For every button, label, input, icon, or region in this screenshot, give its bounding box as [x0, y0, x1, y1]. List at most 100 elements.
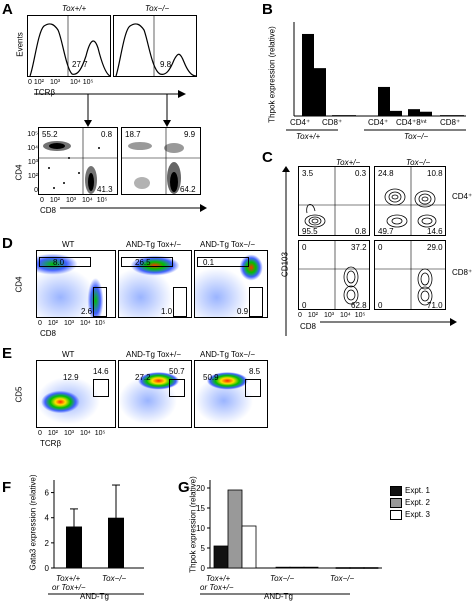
e1-gate-right [93, 379, 109, 397]
dot-yticks: 10⁵ 10⁴ 10³ 10² 0 [24, 128, 38, 198]
b-bar-s1-0 [314, 68, 326, 116]
e-xlabel: TCRβ [40, 439, 62, 448]
c-plot-4: 0 29.0 0 71.0 [374, 240, 446, 310]
d2-bottom: 1.0 [161, 307, 173, 316]
d-header-1: AND-Tg Tox+/− [126, 240, 181, 249]
hist-xtick-1: 10² [33, 79, 44, 86]
d-ylabel: CD4 [14, 276, 24, 293]
c-plot-3: 0 37.2 0 62.8 [298, 240, 370, 310]
f-bar-0-l1: Tox+/+ [56, 574, 81, 583]
g-ytick-4: 20 [196, 484, 205, 493]
f-footer: AND-Tg [80, 592, 109, 601]
b-genotype-0: Tox+/+ [296, 132, 321, 141]
d-xtick-3: 10⁴ [80, 320, 91, 327]
panel-label-f: F [2, 479, 12, 496]
c-plot-2-contour [375, 167, 445, 235]
hist-xtick-3: 10⁴ [70, 79, 81, 86]
c-xtick-3: 10⁴ [340, 312, 351, 319]
e3-left: 50.9 [203, 373, 219, 382]
g-legend-swatch-2 [390, 510, 402, 520]
g-legend-swatch-1 [390, 498, 402, 508]
hist-xtick-2: 10³ [49, 79, 61, 86]
b-group-2: CD4⁺ [368, 118, 389, 127]
c-plot-1-contour [299, 167, 369, 235]
e-plot-2: 27.2 50.7 [118, 360, 192, 428]
c-y-arrow [282, 166, 290, 336]
b-bar-s1-3 [420, 111, 432, 116]
dot-1-q1: 55.2 [42, 130, 58, 139]
dot-xtick-0: 0 [40, 197, 44, 204]
c1-q1: 0.3 [355, 169, 367, 178]
b-bar-s0-2 [378, 86, 390, 116]
hist-xlabel: TCRβ [34, 88, 56, 97]
dot-xticks: 0 10² 10³ 10⁴ 10⁵ [40, 197, 120, 205]
hist-ylabel: Events [15, 32, 25, 57]
hist-xtick-4: 10⁵ [82, 79, 94, 86]
b-bar-s0-1 [332, 115, 344, 116]
hist-genotype-2: Tox−/− [145, 4, 170, 13]
c-plot-4-contour [375, 241, 445, 309]
g-bar-s1-2 [349, 567, 365, 569]
e-header-0: WT [62, 350, 75, 359]
e-ylabel: CD5 [14, 386, 24, 403]
d-plot-3: 0.1 0.9 [194, 250, 268, 318]
dotplot-2-dots [122, 128, 200, 194]
c1-q3: 0.8 [355, 227, 367, 236]
b-bar-s0-3 [408, 109, 420, 116]
d2-top: 26.5 [135, 258, 151, 267]
c1-q2: 95.5 [302, 227, 318, 236]
histogram-1: 27.7 [27, 15, 111, 77]
c1-q0: 3.5 [302, 169, 314, 178]
b-group-0: CD4⁺ [290, 118, 311, 127]
dot-2-q4: 64.2 [180, 185, 196, 194]
c-xtick-4: 10⁵ [354, 312, 366, 319]
g-legend-label-1: Expt. 2 [405, 498, 430, 508]
d3-top: 0.1 [203, 258, 215, 267]
d-xtick-2: 10³ [63, 320, 75, 327]
c4-q2: 0 [378, 301, 383, 310]
e2-left: 27.2 [135, 373, 151, 382]
g-group-0-l2: or Tox+/− [200, 583, 234, 592]
c-genotype-0: Tox+/− [336, 158, 361, 167]
g-bar-s2-2 [363, 567, 379, 569]
c3-q0: 0 [302, 243, 307, 252]
c2-q1: 10.8 [427, 169, 443, 178]
f-bar-0-l2: or Tox+/− [52, 583, 86, 592]
dot-xtick-3: 10⁴ [82, 197, 93, 204]
c-x-arrow [320, 318, 457, 326]
f-ytick-1: 2 [45, 539, 50, 548]
c-xlabel: CD8 [300, 322, 317, 331]
e1-left: 12.9 [63, 373, 79, 382]
c-row-1: CD8⁺ [452, 268, 473, 277]
c-xticks: 0 10² 10³ 10⁴ 10⁵ [298, 312, 370, 320]
dot-ytick-0: 10⁵ [27, 131, 38, 138]
g-bar-s0-2 [335, 567, 351, 569]
c-xtick-0: 0 [298, 312, 302, 319]
panel-label-g: G [178, 479, 190, 496]
dot-xtick-2: 10³ [65, 197, 77, 204]
e1-right: 14.6 [93, 367, 109, 376]
d-xtick-1: 10² [47, 320, 58, 327]
g-legend: Expt. 1 Expt. 2 Expt. 3 [390, 486, 430, 522]
dot-xtick-4: 10⁵ [96, 197, 108, 204]
panel-label-a: A [2, 1, 13, 18]
c4-q1: 29.0 [427, 243, 443, 252]
b-bar-s0-0 [302, 33, 314, 116]
g-bar-s0-1 [275, 566, 291, 569]
c4-q3: 71.0 [427, 301, 443, 310]
hist-genotype-1: Tox+/+ [62, 4, 87, 13]
e-xtick-2: 10³ [63, 430, 75, 437]
histogram-2: 9.8 [113, 15, 197, 77]
g-bar-s2-0 [241, 525, 257, 569]
c2-q2: 49.7 [378, 227, 394, 236]
b-bar-s0-4 [440, 115, 452, 116]
d-plot-2: 26.5 1.0 [118, 250, 192, 318]
g-group-2-l1: Tox−/− [330, 574, 355, 583]
b-group-3: CD4⁺8ⁱⁿᵗ [396, 118, 427, 127]
d-xlabel: CD8 [40, 329, 57, 338]
b-bar-s1-2 [390, 110, 402, 116]
c3-q1: 37.2 [351, 243, 367, 252]
panel-label-d: D [2, 235, 13, 252]
dot-xtick-1: 10² [49, 197, 60, 204]
c3-q2: 0 [302, 301, 307, 310]
